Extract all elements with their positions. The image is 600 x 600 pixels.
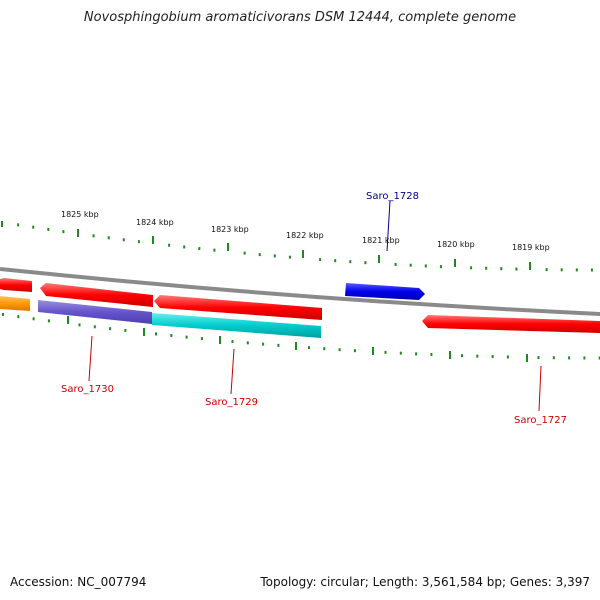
genome-summary-text: Topology: circular; Length: 3,561,584 bp… [260,575,590,589]
accession-text: Accession: NC_007794 [10,575,147,589]
genome-title: Novosphingobium aromaticivorans DSM 1244… [83,10,517,25]
gene-label-saro-1730[interactable]: Saro_1730 [61,384,114,395]
leader-saro-1730 [88,335,93,382]
lower-scale-ticks [67,316,528,362]
gene-label-saro-1729[interactable]: Saro_1729 [205,397,258,408]
kbp-label-1824: 1824 kbp [136,218,174,227]
kbp-label-1823: 1823 kbp [211,225,249,234]
upper-minor-ticks [17,223,593,272]
gene-label-saro-1728[interactable]: Saro_1728 [366,191,419,202]
gene-orange[interactable] [0,296,30,311]
kbp-label-1822: 1822 kbp [286,231,324,240]
leader-saro-1729 [230,348,235,395]
leader-saro-1728 [386,200,391,252]
gene-label-saro-1727[interactable]: Saro_1727 [514,415,567,426]
gene-saro-1729[interactable] [152,313,321,338]
kbp-label-1819: 1819 kbp [512,243,550,252]
gene-saro-1728[interactable] [345,283,425,300]
kbp-label-1820: 1820 kbp [437,240,475,249]
lower-minor-ticks [2,312,600,360]
leader-saro-1727 [538,365,542,412]
gene-red-forward-arrow-1[interactable] [40,283,153,307]
gene-saro-1730[interactable] [38,300,152,324]
kbp-label-1821: 1821 kbp [362,236,400,245]
upper-scale-ticks [1,221,531,270]
kbp-label-1825: 1825 kbp [61,210,99,219]
gene-saro-1727[interactable] [422,315,600,333]
gene-red-forward-arrow-2[interactable] [154,295,322,320]
gene-red-forward-left-arrow[interactable] [0,278,32,292]
genome-backbone [0,267,600,316]
